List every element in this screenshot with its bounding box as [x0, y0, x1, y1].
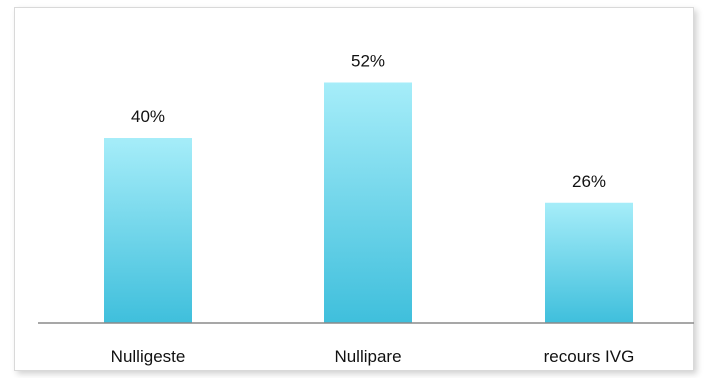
category-label-3: recours IVG — [544, 347, 635, 366]
category-labels: Nulligeste Nullipare recours IVG — [111, 347, 635, 366]
data-labels: 40% 52% 26% — [131, 52, 606, 191]
category-label-1: Nulligeste — [111, 347, 186, 366]
data-label-1: 40% — [131, 107, 165, 126]
data-label-2: 52% — [351, 52, 385, 71]
data-label-3: 26% — [572, 172, 606, 191]
bar-series — [104, 82, 633, 323]
bar-1 — [104, 138, 192, 323]
bar-2 — [324, 82, 412, 323]
category-label-2: Nullipare — [334, 347, 401, 366]
bar-3 — [545, 202, 633, 323]
